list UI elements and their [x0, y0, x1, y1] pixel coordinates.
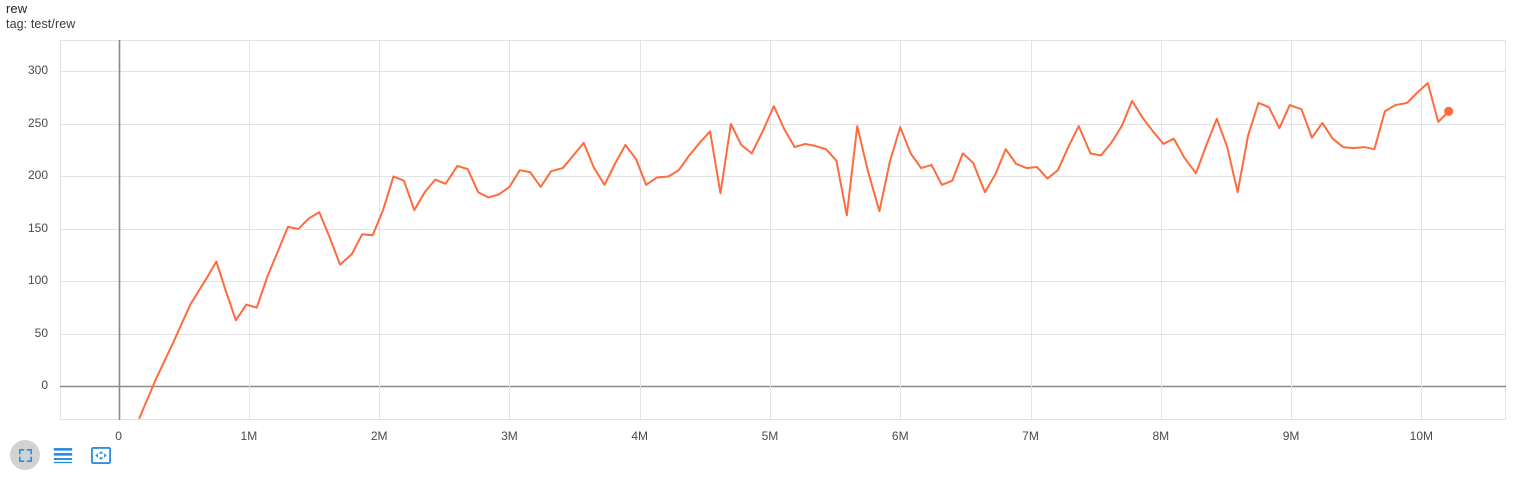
y-tick-label: 100 — [27, 273, 48, 288]
plot-area[interactable] — [60, 40, 1506, 420]
line-chart-settings-icon — [53, 447, 73, 464]
x-tick-label: 8M — [1152, 429, 1170, 443]
y-tick-label: 250 — [27, 115, 48, 130]
y-tick-label: 50 — [34, 325, 48, 340]
x-tick-label: 1M — [240, 429, 258, 443]
y-tick-label: 300 — [27, 63, 48, 78]
x-tick-label: 10M — [1409, 429, 1433, 443]
series-lines — [138, 82, 1454, 419]
x-tick-label: 9M — [1282, 429, 1300, 443]
chart-header: rew tag: test/rew — [6, 1, 76, 31]
chart-toolbar — [10, 440, 116, 470]
fit-to-data-button[interactable] — [86, 440, 116, 470]
fullscreen-icon — [17, 447, 34, 464]
gridlines — [60, 40, 1506, 420]
x-tick-label: 4M — [631, 429, 649, 443]
fit-to-data-icon — [91, 446, 111, 464]
fullscreen-button[interactable] — [10, 440, 40, 470]
chart-subtitle: tag: test/rew — [6, 16, 76, 31]
x-tick-label: 5M — [761, 429, 779, 443]
chart-title: rew — [6, 1, 28, 16]
y-tick-label: 200 — [27, 168, 48, 183]
y-tick-label: 150 — [27, 220, 48, 235]
x-tick-label: 7M — [1022, 429, 1039, 443]
x-tick-label: 2M — [370, 429, 388, 443]
x-tick-label: 6M — [891, 429, 909, 443]
chart-svg[interactable] — [60, 40, 1506, 420]
series-list-button[interactable] — [48, 440, 78, 470]
x-tick-label: 3M — [501, 429, 518, 443]
y-tick-label: 0 — [41, 378, 48, 393]
